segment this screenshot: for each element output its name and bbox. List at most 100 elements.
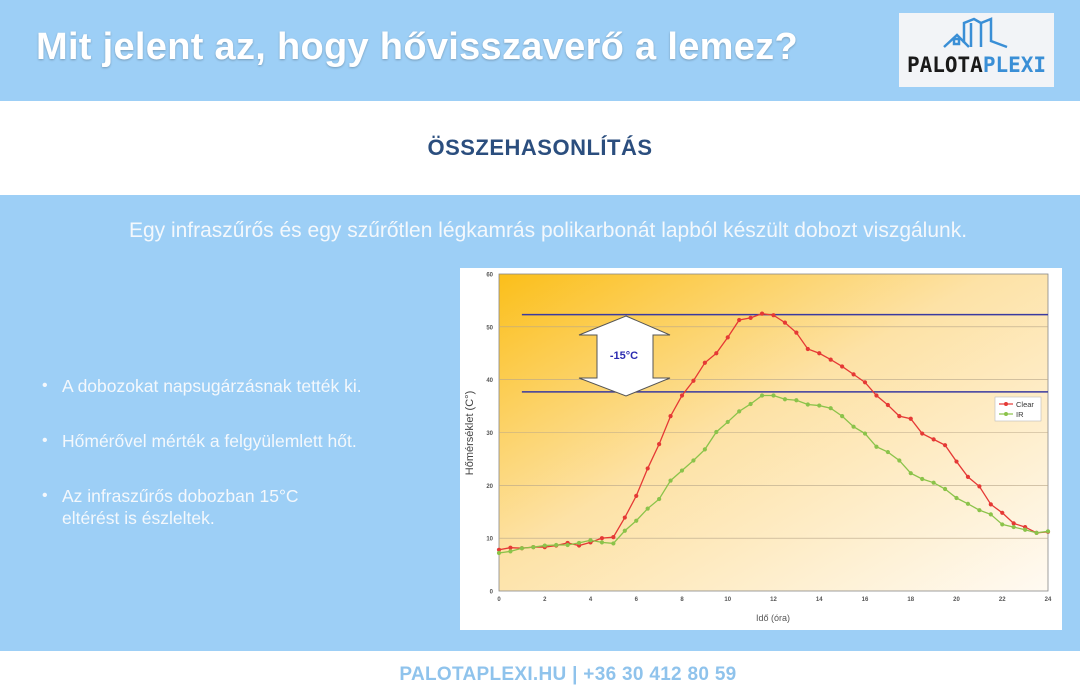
y-tick-label: 50	[486, 325, 493, 331]
data-point-ir	[1011, 524, 1016, 530]
logo-text-palota: PALOTA	[906, 53, 983, 77]
bullet-list: A dobozokat napsugárzásnak tették ki. Hő…	[40, 375, 362, 529]
data-point-clear	[599, 536, 605, 541]
data-point-clear	[679, 393, 685, 398]
data-point-ir	[565, 542, 570, 548]
bullet-text: Az infraszűrős dobozban 15°C	[62, 486, 299, 506]
x-axis-label: Idő (óra)	[756, 613, 790, 623]
data-point-ir	[508, 549, 513, 554]
data-point-clear	[691, 378, 696, 383]
legend-clear: Clear	[1016, 400, 1034, 409]
data-point-ir	[1023, 527, 1028, 532]
data-point-ir	[1045, 529, 1051, 534]
data-point-ir	[645, 506, 650, 511]
x-tick-label: 4	[589, 597, 593, 603]
data-point-clear	[668, 414, 673, 419]
data-point-clear	[508, 545, 513, 550]
footer	[0, 651, 1080, 700]
section-subtitle: ÖSSZEHASONLÍTÁS	[427, 135, 653, 160]
data-point-clear	[622, 515, 627, 520]
y-tick-label: 30	[486, 431, 493, 437]
data-point-clear	[782, 320, 788, 325]
data-point-clear	[794, 330, 799, 335]
data-point-ir	[897, 458, 902, 463]
data-point-clear	[840, 364, 845, 369]
intro-text: Egy infraszűrős és egy szűrőtlen légkamr…	[128, 219, 968, 242]
x-tick-label: 12	[770, 597, 777, 603]
x-tick-label: 14	[816, 597, 823, 603]
data-point-clear	[496, 547, 502, 552]
double-arrow-icon	[578, 315, 671, 397]
x-tick-label: 22	[999, 597, 1006, 603]
subtitle-band	[0, 101, 1080, 195]
data-point-clear	[988, 502, 993, 507]
data-point-clear	[805, 346, 810, 352]
footer-contact[interactable]: PALOTAPLEXI.HU | +36 30 412 80 59	[399, 664, 737, 685]
x-tick-label: 10	[724, 597, 731, 603]
data-point-ir	[885, 449, 890, 455]
data-point-ir	[611, 541, 616, 546]
data-point-ir	[931, 480, 936, 485]
data-point-ir	[725, 419, 730, 425]
data-point-ir	[954, 495, 959, 501]
data-point-clear	[1000, 510, 1005, 515]
data-point-ir	[542, 543, 547, 548]
data-point-ir	[576, 540, 582, 546]
data-point-clear	[759, 311, 765, 316]
logo-text-plexi: PLEXI	[982, 53, 1047, 77]
bullet-item: Hőmérővel mérték a felgyülemlett hőt.	[40, 430, 362, 452]
data-point-ir	[782, 397, 788, 402]
x-tick-label: 18	[907, 597, 914, 603]
difference-annotation: -15°C	[610, 350, 638, 362]
bullet-item: A dobozokat napsugárzásnak tették ki.	[40, 375, 362, 397]
x-tick-label: 2	[543, 597, 547, 603]
data-point-clear	[737, 317, 742, 323]
data-point-ir	[599, 540, 605, 545]
data-point-ir	[851, 424, 856, 429]
data-point-ir	[702, 447, 707, 452]
data-point-ir	[908, 471, 913, 476]
data-point-ir	[805, 402, 810, 407]
x-tick-label: 20	[953, 597, 960, 603]
x-tick-label: 8	[680, 597, 684, 603]
page-title: Mit jelent az, hogy hővisszaverő a lemez…	[36, 26, 798, 68]
data-point-clear	[634, 493, 639, 498]
x-tick-label: 16	[862, 597, 869, 603]
data-point-ir	[531, 545, 536, 550]
y-tick-label: 40	[486, 378, 493, 384]
data-point-clear	[874, 393, 879, 398]
data-point-ir	[965, 501, 971, 506]
data-point-clear	[920, 431, 925, 436]
data-point-ir	[622, 528, 627, 533]
y-tick-label: 10	[486, 537, 493, 543]
data-point-ir	[771, 393, 776, 398]
temperature-chart: 0 10 20 30 40 50 60 0 2 4 6 8 10 12 14 16 18 20 22 24 -15°C…	[460, 268, 1062, 630]
data-point-ir	[1034, 530, 1039, 535]
data-point-clear	[977, 484, 982, 489]
data-point-ir	[1000, 522, 1005, 527]
legend: Clear IR	[994, 396, 1042, 422]
data-point-ir	[737, 409, 742, 414]
data-point-clear	[714, 351, 719, 356]
data-point-clear	[954, 459, 959, 464]
data-point-clear	[702, 360, 707, 365]
data-point-clear	[931, 437, 936, 442]
data-point-clear	[851, 372, 856, 377]
data-point-clear	[862, 380, 868, 385]
data-point-clear	[828, 357, 833, 362]
data-point-ir	[668, 478, 673, 483]
legend-ir: IR	[1016, 410, 1024, 419]
y-tick-label: 20	[486, 484, 493, 490]
logo[interactable]: PALOTAPLEXI	[899, 13, 1054, 87]
data-point-clear	[657, 442, 662, 447]
data-point-ir	[657, 496, 662, 502]
data-point-clear	[611, 535, 616, 540]
data-point-ir	[714, 429, 719, 435]
data-point-ir	[554, 542, 559, 548]
data-point-clear	[725, 335, 730, 340]
data-point-clear	[748, 315, 753, 320]
y-tick-label: 0	[490, 590, 494, 596]
data-point-clear	[908, 416, 913, 421]
